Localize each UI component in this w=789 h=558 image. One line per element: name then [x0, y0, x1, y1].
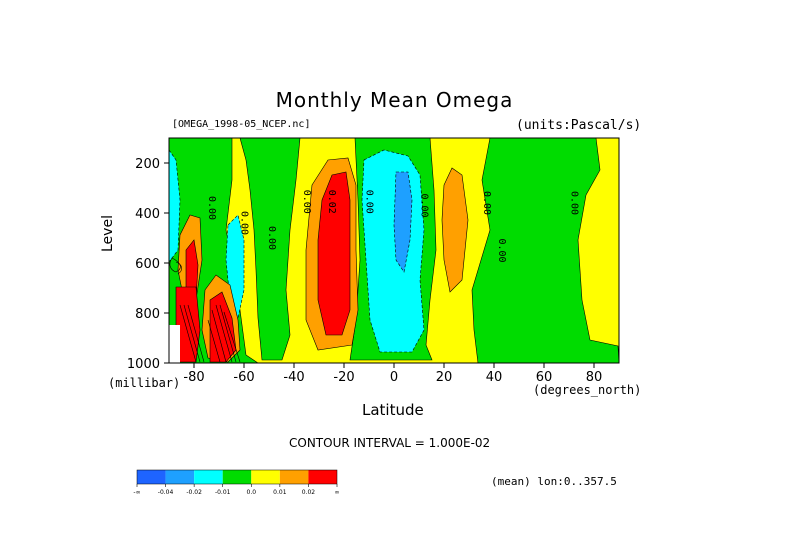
contour-region-cyan — [361, 149, 425, 353]
legend-label: 0.02 — [302, 489, 316, 496]
legend-label: -0.02 — [186, 489, 202, 496]
legend-label: -0.04 — [158, 489, 174, 496]
contour-label: 0.00 — [496, 238, 507, 262]
x-axis-units: (degrees_north) — [533, 383, 642, 397]
x-axis-ticks: -80 -60 -40 -20 0 20 40 60 80 — [183, 363, 602, 385]
y-tick-label: 1000 — [127, 357, 160, 372]
contour-label: 0.00 — [239, 211, 250, 235]
contour-label: 0.00 — [481, 191, 492, 215]
contour-region-cyan — [169, 149, 181, 263]
dataset-label: [OMEGA_1998-05_NCEP.nc] — [172, 119, 311, 130]
x-axis-title: Latitude — [362, 401, 424, 419]
legend-swatch — [251, 470, 280, 484]
y-axis-ticks: 200 400 600 800 1000 — [127, 157, 169, 372]
contour-region-blue — [393, 171, 413, 273]
x-tick-label: -20 — [333, 370, 354, 385]
contour-region-green — [239, 138, 301, 361]
legend-frame — [136, 469, 338, 485]
dense-contours — [169, 257, 241, 363]
contour-label: 0.02 — [326, 190, 337, 214]
color-legend: -∞ -0.04 -0.02 -0.01 0.0 0.01 0.02 ∞ — [133, 469, 340, 496]
legend-label: 0.0 — [247, 489, 257, 496]
contour-fill — [169, 138, 619, 363]
x-tick-label: 40 — [486, 370, 503, 385]
contour-region-orange — [441, 167, 469, 293]
topography-mask — [169, 325, 180, 363]
contour-label: 0.00 — [569, 191, 580, 215]
y-tick-label: 400 — [135, 207, 160, 222]
chart-title: Monthly Mean Omega — [275, 88, 514, 112]
x-tick-label: 20 — [436, 370, 453, 385]
legend-label: -0.01 — [215, 489, 231, 496]
legend-swatch — [194, 470, 223, 484]
legend-swatch — [137, 470, 166, 484]
x-tick-label: 80 — [586, 370, 603, 385]
units-label: (units:Pascal/s) — [516, 118, 642, 133]
mean-longitude-note: (mean) lon:0..357.5 — [491, 475, 617, 488]
legend-swatch — [308, 470, 337, 484]
legend-label: -∞ — [133, 489, 140, 496]
x-tick-label: -40 — [283, 370, 304, 385]
x-tick-label: 0 — [390, 370, 398, 385]
contour-labels: 0.00 0.00 0.00 0.00 0.02 0.00 0.00 0.00 0.00 0.00 — [206, 190, 580, 263]
legend-label: ∞ — [335, 489, 340, 496]
y-tick-label: 600 — [135, 257, 160, 272]
contour-label: 0.00 — [206, 196, 217, 220]
contour-label: 0.00 — [266, 226, 277, 250]
legend-label: 0.01 — [273, 489, 287, 496]
y-tick-label: 800 — [135, 307, 160, 322]
contour-label: 0.00 — [301, 190, 312, 214]
y-axis-units: (millibar) — [108, 376, 181, 390]
x-tick-label: -60 — [233, 370, 254, 385]
legend-swatch — [165, 470, 195, 484]
contour-interval-note: CONTOUR INTERVAL = 1.000E-02 — [289, 436, 491, 450]
y-tick-label: 200 — [135, 157, 160, 172]
contour-label: 0.00 — [419, 193, 430, 217]
contour-label: 0.00 — [364, 190, 375, 214]
x-tick-label: -80 — [183, 370, 204, 385]
contour-region-red — [317, 171, 351, 336]
legend-swatch — [279, 470, 309, 484]
contour-region-green — [471, 138, 619, 363]
x-tick-label: 60 — [536, 370, 553, 385]
legend-swatch — [222, 470, 252, 484]
